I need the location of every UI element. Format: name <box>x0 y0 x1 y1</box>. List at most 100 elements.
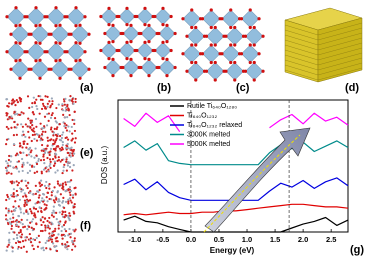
atom <box>68 191 71 194</box>
atom <box>10 222 13 226</box>
atom <box>165 23 169 27</box>
atom <box>165 57 169 62</box>
atom <box>147 74 151 78</box>
atom <box>111 40 115 44</box>
atom <box>67 125 70 128</box>
atom <box>20 123 23 126</box>
atom <box>38 194 41 197</box>
atom <box>34 147 37 150</box>
atom <box>30 210 33 213</box>
atom <box>8 197 11 200</box>
atom <box>69 32 73 36</box>
atom <box>73 203 76 206</box>
atom <box>46 95 49 98</box>
atom <box>65 160 68 163</box>
atom <box>41 197 44 200</box>
atom <box>67 200 70 203</box>
atom <box>26 125 29 128</box>
atom <box>29 208 32 211</box>
atom <box>33 238 37 242</box>
cube-layer <box>317 37 363 51</box>
atom <box>52 164 56 167</box>
atom <box>46 105 49 108</box>
atom <box>44 241 47 245</box>
atom <box>21 157 24 161</box>
atom <box>53 201 56 204</box>
atom <box>70 125 73 129</box>
atom <box>29 121 32 124</box>
atom <box>11 246 14 249</box>
atom <box>42 158 46 161</box>
atom <box>30 155 33 158</box>
atom <box>35 105 38 108</box>
atom <box>40 170 43 173</box>
atom <box>37 190 40 193</box>
atom <box>61 185 65 189</box>
atom <box>33 101 36 104</box>
atom <box>29 119 32 122</box>
atom <box>58 134 62 138</box>
atom <box>125 40 129 45</box>
atom <box>18 198 22 201</box>
atom <box>17 240 20 244</box>
atom <box>59 160 62 163</box>
atom <box>63 234 67 238</box>
atom <box>220 17 224 21</box>
octahedron <box>241 9 260 28</box>
atom <box>27 153 31 156</box>
atom <box>38 182 41 185</box>
atom <box>20 190 23 193</box>
atom <box>161 23 165 27</box>
atom <box>13 120 16 124</box>
atom <box>55 249 59 253</box>
atom <box>63 228 66 231</box>
atom <box>14 6 18 10</box>
atom <box>9 180 12 183</box>
cube-layer <box>317 27 363 41</box>
atom <box>185 34 189 38</box>
atom <box>36 245 40 248</box>
atom <box>190 60 194 65</box>
atom <box>13 126 16 129</box>
cube-layer <box>284 54 319 66</box>
atom <box>15 165 18 168</box>
atom <box>16 123 19 126</box>
atom <box>74 24 78 28</box>
atom <box>65 129 69 132</box>
atom <box>257 17 261 21</box>
atom <box>45 15 49 19</box>
atom <box>13 100 16 103</box>
atom <box>45 180 48 184</box>
atom <box>42 221 45 224</box>
atom <box>7 211 10 214</box>
atom <box>58 123 61 126</box>
atom <box>49 166 52 170</box>
atom <box>12 205 15 208</box>
atom <box>64 230 68 233</box>
atom <box>53 211 56 214</box>
atom <box>36 210 40 213</box>
atom <box>67 234 70 237</box>
atom <box>27 212 30 215</box>
atom <box>7 171 10 174</box>
atom <box>30 139 33 143</box>
x-tick-label: 1.0 <box>242 235 252 244</box>
atom <box>57 221 60 224</box>
atom <box>19 144 22 147</box>
atom <box>7 158 11 162</box>
atom <box>41 229 44 233</box>
atom <box>248 43 252 47</box>
atom <box>70 201 73 204</box>
atom <box>74 97 77 101</box>
atom <box>72 164 75 167</box>
atom <box>50 97 53 100</box>
atom <box>32 238 35 241</box>
atom <box>26 181 30 184</box>
atom <box>35 222 38 225</box>
atom <box>45 247 48 250</box>
atom <box>69 236 72 239</box>
atom <box>18 23 22 27</box>
atom <box>42 193 46 196</box>
atom <box>40 107 44 111</box>
atom <box>4 214 8 217</box>
